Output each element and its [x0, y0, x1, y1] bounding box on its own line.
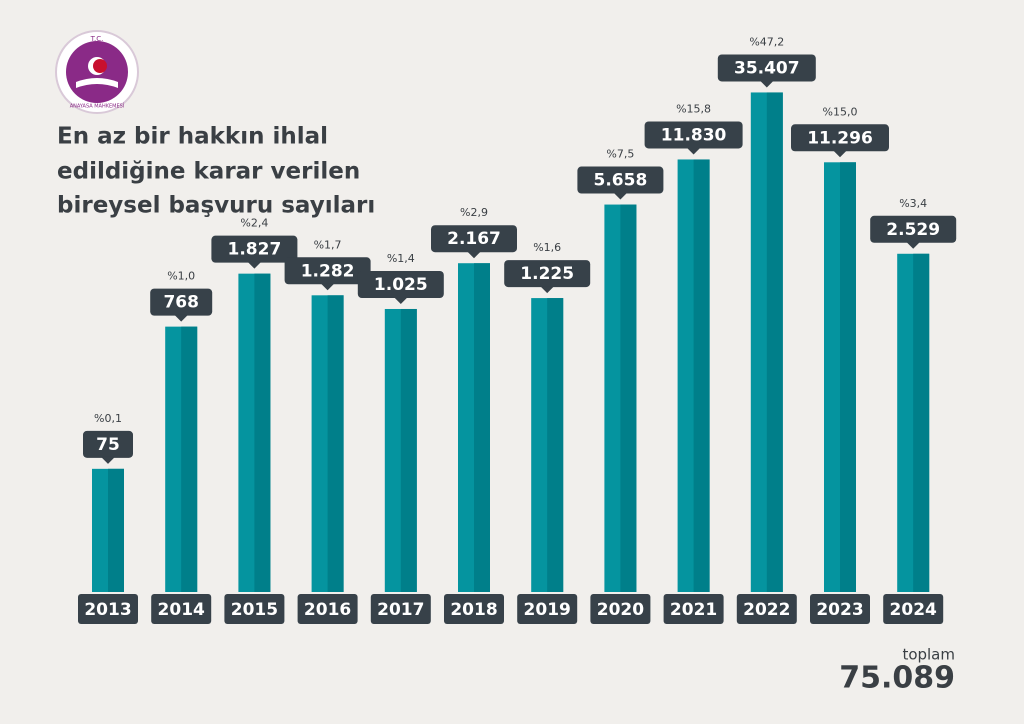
x-tick-box	[736, 594, 797, 624]
share-label: %0,1	[94, 412, 122, 425]
value-pointer	[393, 296, 408, 304]
x-tick-box	[370, 594, 431, 624]
bar-shade	[108, 468, 124, 592]
x-tick-box	[517, 594, 578, 624]
x-tick-box	[590, 594, 651, 624]
value-bubble	[83, 430, 133, 458]
value-pointer	[686, 147, 701, 155]
share-label: %1,6	[533, 241, 561, 254]
bar-shade	[840, 162, 856, 592]
value-label: 1.282	[301, 261, 355, 281]
logo-bottom: ANAYASA MAHKEMESİ	[70, 103, 125, 110]
total-label: toplam	[902, 646, 955, 664]
x-tick-label: 2014	[158, 600, 205, 620]
value-bubble	[644, 121, 743, 149]
value-label: 1.225	[520, 264, 574, 284]
share-label: %15,0	[823, 105, 858, 118]
value-bubble	[870, 215, 957, 243]
x-tick-label: 2018	[450, 600, 497, 620]
x-tick-box	[297, 594, 358, 624]
bar-shade	[327, 295, 344, 592]
value-bubble	[284, 257, 371, 285]
x-tick-label: 2016	[304, 600, 351, 620]
bar-shade	[766, 92, 783, 592]
value-bubble	[791, 124, 889, 152]
value-label: 1.827	[228, 240, 282, 260]
value-label: 11.830	[661, 125, 727, 145]
value-pointer	[320, 283, 335, 291]
share-label: %2,9	[460, 206, 488, 219]
share-label: %7,5	[606, 148, 634, 161]
x-tick-label: 2015	[231, 600, 278, 620]
bar-shade	[547, 298, 564, 592]
logo: T.C. ANAYASA MAHKEMESİ	[55, 30, 139, 114]
chart-title: bireysel başvuru sayıları	[57, 193, 375, 219]
x-tick-box	[663, 594, 724, 624]
share-label: %15,8	[676, 102, 711, 115]
logo-top: T.C.	[90, 35, 104, 43]
total-value: 75.089	[839, 661, 955, 696]
x-tick-label: 2017	[377, 600, 424, 620]
x-tick-box	[810, 594, 870, 624]
x-tick-box	[78, 594, 138, 624]
bar-shade	[693, 159, 710, 592]
value-label: 1.025	[374, 275, 428, 295]
value-bubble	[431, 225, 517, 253]
value-label: 5.658	[594, 171, 648, 191]
x-tick-label: 2013	[84, 600, 131, 620]
bar-shade	[913, 253, 930, 592]
value-bubble	[357, 270, 444, 298]
value-pointer	[906, 241, 921, 249]
value-label: 2.529	[886, 220, 940, 240]
value-pointer	[613, 192, 628, 200]
value-bubble	[504, 260, 591, 288]
value-bubble	[577, 166, 664, 194]
share-label: %47,2	[749, 35, 784, 48]
x-tick-box	[151, 594, 212, 624]
bar-shade	[620, 204, 637, 593]
value-label: 35.407	[734, 58, 800, 78]
x-tick-box	[224, 594, 285, 624]
logo-crescent-inner	[93, 59, 107, 73]
chart-title: edildiğine karar verilen	[57, 159, 360, 185]
value-pointer	[467, 251, 481, 259]
bar-shade	[474, 263, 490, 592]
share-label: %1,7	[314, 238, 342, 251]
value-label: 11.296	[807, 128, 873, 148]
value-pointer	[101, 456, 115, 464]
value-label: 768	[163, 293, 199, 313]
bar-shade	[400, 308, 417, 592]
value-label: 75	[96, 435, 120, 455]
value-label: 2.167	[447, 229, 501, 249]
value-pointer	[759, 80, 774, 88]
x-tick-label: 2022	[743, 600, 790, 620]
logo-book	[76, 78, 118, 88]
share-label: %1,0	[167, 270, 195, 283]
bar-shade	[181, 326, 198, 592]
value-pointer	[833, 150, 847, 158]
x-tick-label: 2024	[890, 600, 937, 620]
value-pointer	[174, 314, 189, 322]
bar-shade	[254, 273, 271, 592]
value-pointer	[247, 261, 262, 269]
share-label: %1,4	[387, 252, 415, 265]
value-pointer	[540, 286, 555, 294]
share-label: %2,4	[240, 217, 268, 230]
value-bubble	[717, 54, 816, 82]
value-bubble	[211, 235, 298, 263]
x-tick-box	[444, 594, 504, 624]
share-label: %3,4	[899, 197, 927, 210]
x-tick-label: 2021	[670, 600, 717, 620]
value-bubble	[150, 288, 213, 316]
x-tick-label: 2019	[524, 600, 571, 620]
x-tick-label: 2020	[597, 600, 644, 620]
x-tick-box	[883, 594, 944, 624]
chart-title: En az bir hakkın ihlal	[57, 124, 328, 150]
x-tick-label: 2023	[816, 600, 863, 620]
